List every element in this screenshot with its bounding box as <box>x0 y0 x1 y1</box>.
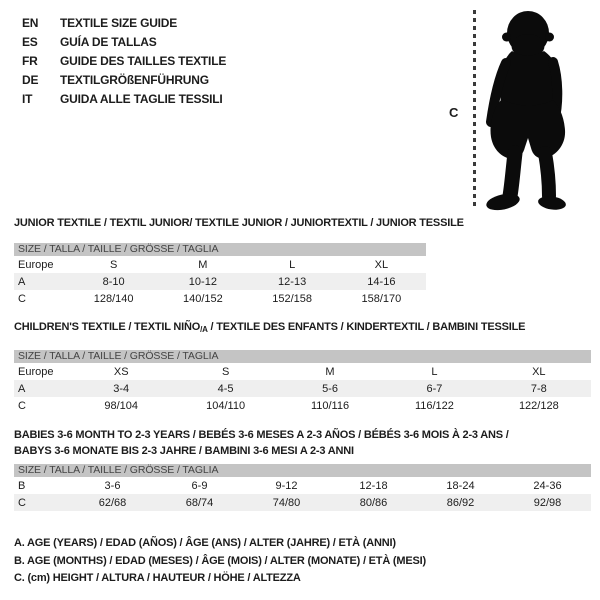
table-cell: 68/74 <box>185 496 214 509</box>
children-table-title: CHILDREN'S TEXTILE / TEXTIL NIÑO/A / TEX… <box>14 320 591 337</box>
table-cell: 9-12 <box>275 479 298 492</box>
children-title-subscript: /A <box>200 325 208 334</box>
table-row: A 3-4 4-5 5-6 6-7 7-8 <box>14 380 591 397</box>
table-cell: 86/92 <box>446 496 475 509</box>
table-cell: 5-6 <box>322 382 338 395</box>
table-row: C 128/140 140/152 152/158 158/170 <box>14 290 426 307</box>
height-measure-dotted-line <box>473 10 476 206</box>
footnote-line: A. AGE (YEARS) / EDAD (AÑOS) / ÂGE (ANS)… <box>14 537 396 549</box>
language-row: FR GUIDE DES TAILLES TEXTILE <box>22 51 226 70</box>
junior-size-header-bar: SIZE / TALLA / TAILLE / GRÖSSE / TAGLIA <box>14 243 426 256</box>
table-cell: 12-18 <box>359 479 388 492</box>
language-row: IT GUIDA ALLE TAGLIE TESSILI <box>22 89 226 108</box>
table-cell: XL <box>374 258 389 271</box>
row-label: Europe <box>18 258 54 271</box>
table-cell: M <box>198 258 208 271</box>
table-cell: 24-36 <box>533 479 562 492</box>
language-code: EN <box>22 15 39 30</box>
babies-table-title: BABIES 3-6 MONTH TO 2-3 YEARS / BEBÉS 3-… <box>14 427 591 459</box>
row-label: B <box>18 479 26 492</box>
height-label-c: C <box>449 105 459 120</box>
table-cell: 98/104 <box>104 399 139 412</box>
table-cell: 14-16 <box>367 275 396 288</box>
language-code: ES <box>22 34 38 49</box>
table-row: Europe XS S M L XL <box>14 363 591 380</box>
language-title: TEXTILGRÖßENFÜHRUNG <box>60 72 209 87</box>
table-cell: 3-6 <box>104 479 121 492</box>
row-label: A <box>18 382 26 395</box>
children-textile-section: CHILDREN'S TEXTILE / TEXTIL NIÑO/A / TEX… <box>14 320 591 414</box>
footnote-line: B. AGE (MONTHS) / EDAD (MESES) / ÂGE (MO… <box>14 554 426 567</box>
babies-title-line2: BABYS 3-6 MONATE BIS 2-3 JAHRE / BAMBINI… <box>14 445 354 457</box>
table-cell: 8-10 <box>102 275 125 288</box>
language-title-list: EN TEXTILE SIZE GUIDE ES GUÍA DE TALLAS FR GU… <box>22 13 226 108</box>
children-table-rows: Europe XS S M L XL A 3-4 4-5 5-6 6-7 7-8 C 98/104 104/… <box>14 363 591 414</box>
babies-title-line1: BABIES 3-6 MONTH TO 2-3 YEARS / BEBÉS 3-… <box>14 429 509 441</box>
language-row: ES GUÍA DE TALLAS <box>22 32 226 51</box>
table-cell: 12-13 <box>278 275 307 288</box>
children-title-after: / TEXTILE DES ENFANTS / KINDERTEXTIL / B… <box>207 321 526 333</box>
junior-table-rows: Europe S M L XL A 8-10 10-12 12-13 14-16 C 128/140 1… <box>14 256 426 307</box>
row-label: Europe <box>18 365 54 378</box>
table-cell: S <box>221 365 230 378</box>
children-title-before: CHILDREN'S TEXTILE / TEXTIL NIÑO <box>14 321 201 333</box>
table-cell: 158/170 <box>361 292 402 305</box>
row-label: C <box>18 496 26 509</box>
row-label: C <box>18 292 26 305</box>
table-cell: 110/116 <box>310 399 350 412</box>
table-cell: 7-8 <box>530 382 547 395</box>
table-cell: L <box>431 365 438 378</box>
babies-textile-section: BABIES 3-6 MONTH TO 2-3 YEARS / BEBÉS 3-… <box>14 427 591 511</box>
table-cell: 4-5 <box>217 382 234 395</box>
table-row: C 62/68 68/74 74/80 80/86 86/92 92/98 <box>14 494 591 511</box>
table-cell: XS <box>113 365 129 378</box>
table-cell: 152/158 <box>272 292 312 305</box>
table-cell: 122/128 <box>518 399 559 412</box>
table-cell: 10-12 <box>188 275 217 288</box>
junior-table-title: JUNIOR TEXTILE / TEXTIL JUNIOR/ TEXTILE … <box>14 217 464 229</box>
table-cell: 18-24 <box>446 479 475 492</box>
table-row: Europe S M L XL <box>14 256 426 273</box>
table-cell: 140/152 <box>182 292 223 305</box>
language-title: GUIDE DES TAILLES TEXTILE <box>60 53 227 68</box>
table-cell: 3-4 <box>113 382 130 395</box>
table-cell: 6-9 <box>191 479 208 492</box>
table-cell: 92/98 <box>533 496 562 509</box>
row-label: C <box>18 399 26 412</box>
babies-table-rows: B 3-6 6-9 9-12 12-18 18-24 24-36 C 62/68 68/74 74/… <box>14 477 591 511</box>
children-size-header-bar: SIZE / TALLA / TAILLE / GRÖSSE / TAGLIA <box>14 350 591 363</box>
baby-silhouette-icon <box>486 11 566 211</box>
footnote-line: C. (cm) HEIGHT / ALTURA / HAUTEUR / HÖHE… <box>14 572 301 584</box>
language-code: FR <box>22 53 38 68</box>
table-cell: XL <box>532 365 546 378</box>
table-cell: 74/80 <box>272 496 301 509</box>
table-cell: 104/110 <box>206 399 246 412</box>
language-row: DE TEXTILGRÖßENFÜHRUNG <box>22 70 226 89</box>
table-row: B 3-6 6-9 9-12 12-18 18-24 24-36 <box>14 477 591 494</box>
table-cell: 62/68 <box>98 496 127 509</box>
table-cell: 6-7 <box>426 382 443 395</box>
table-cell: L <box>289 258 296 271</box>
table-cell: 116/122 <box>414 399 454 412</box>
table-row: C 98/104 104/110 110/116 116/122 122/128 <box>14 397 591 414</box>
language-row: EN TEXTILE SIZE GUIDE <box>22 13 226 32</box>
footnotes: A. AGE (YEARS) / EDAD (AÑOS) / ÂGE (ANS)… <box>14 535 426 588</box>
language-title: GUÍA DE TALLAS <box>60 34 157 49</box>
babies-size-header-bar: SIZE / TALLA / TAILLE / GRÖSSE / TAGLIA <box>14 464 591 477</box>
table-cell: 80/86 <box>359 496 388 509</box>
language-code: IT <box>22 91 33 106</box>
table-cell: S <box>109 258 118 271</box>
table-cell: M <box>325 365 335 378</box>
table-cell: 128/140 <box>93 292 134 305</box>
language-title: GUIDA ALLE TAGLIE TESSILI <box>60 91 223 106</box>
junior-textile-section: JUNIOR TEXTILE / TEXTIL JUNIOR/ TEXTILE … <box>14 216 464 307</box>
table-row: A 8-10 10-12 12-13 14-16 <box>14 273 426 290</box>
language-title: TEXTILE SIZE GUIDE <box>60 15 178 30</box>
row-label: A <box>18 275 26 288</box>
language-code: DE <box>22 72 39 87</box>
